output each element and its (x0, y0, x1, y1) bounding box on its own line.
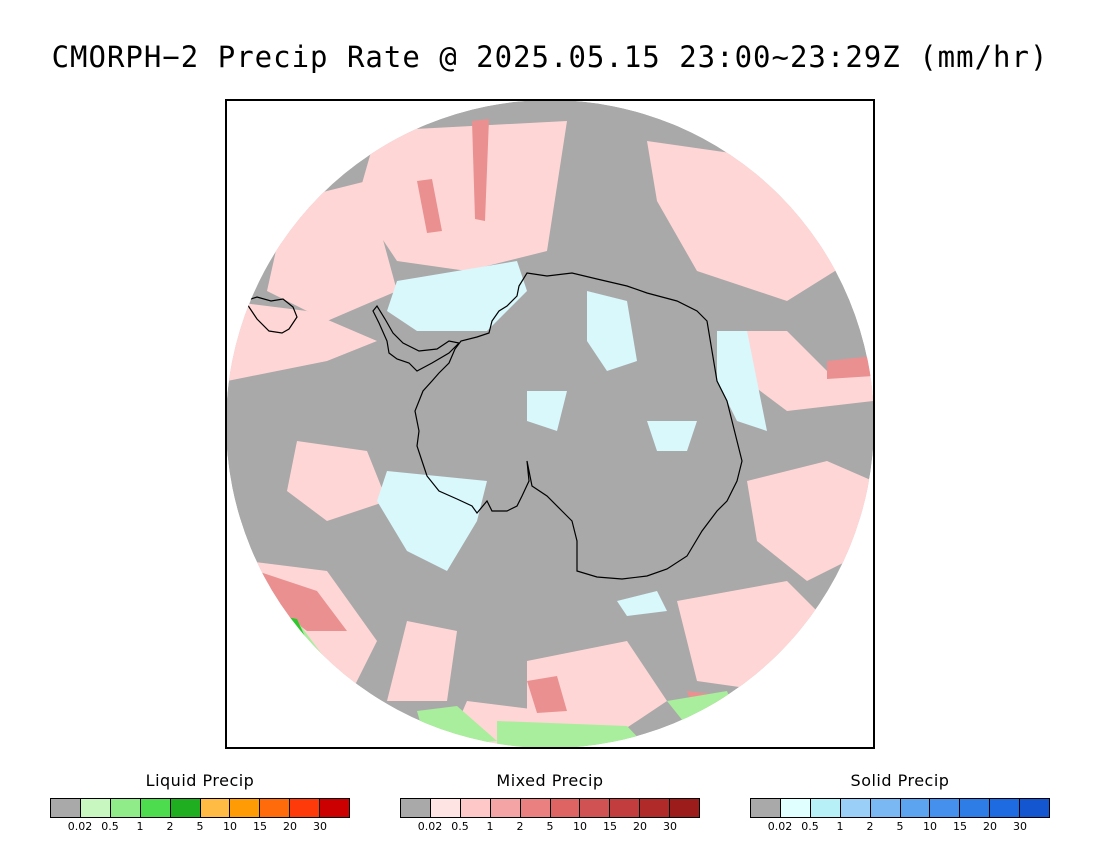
mixed-swatch-9 (670, 799, 700, 817)
solid-tick-label: 30 (1013, 820, 1027, 833)
liquid-tick-label: 20 (283, 820, 297, 833)
mixed-tick-label: 0.02 (417, 820, 443, 833)
liquid-precip-legend: Liquid Precip 0.02 0.5 1 2 5 10 15 20 30 (50, 770, 350, 834)
mixed-swatch-5 (550, 799, 581, 817)
liquid-swatch-3 (140, 799, 171, 817)
solid-swatch-1 (780, 799, 811, 817)
liquid-tick-label: 15 (253, 820, 267, 833)
mixed-tick-label: 30 (663, 820, 677, 833)
solid-tick-label: 15 (953, 820, 967, 833)
solid-swatch-6 (930, 799, 961, 817)
solid-tick-label: 10 (923, 820, 937, 833)
liquid-swatch-1 (80, 799, 111, 817)
mixed-tick-label: 1 (486, 820, 494, 833)
mixed-tick-labels: 0.02 0.5 1 2 5 10 15 20 30 (400, 818, 700, 834)
mixed-colorbar (400, 798, 700, 818)
liquid-tick-label: 2 (166, 820, 174, 833)
liquid-tick-label: 30 (313, 820, 327, 833)
liquid-tick-label: 0.02 (67, 820, 93, 833)
liquid-swatch-0 (51, 799, 81, 817)
solid-swatch-5 (900, 799, 931, 817)
mixed-swatch-4 (520, 799, 551, 817)
south-america-coastline (244, 296, 298, 334)
solid-swatch-7 (960, 799, 991, 817)
mixed-tick-label: 10 (573, 820, 587, 833)
solid-tick-label: 20 (983, 820, 997, 833)
mixed-precip-legend: Mixed Precip 0.02 0.5 1 2 5 10 15 20 30 (400, 770, 700, 834)
mixed-legend-title: Mixed Precip (496, 771, 604, 790)
liquid-tick-labels: 0.02 0.5 1 2 5 10 15 20 30 (50, 818, 350, 834)
mixed-tick-label: 5 (546, 820, 554, 833)
liquid-swatch-8 (290, 799, 321, 817)
liquid-swatch-7 (260, 799, 291, 817)
mixed-tick-label: 2 (516, 820, 524, 833)
precip-field (227, 101, 873, 747)
solid-tick-label: 0.5 (801, 820, 819, 833)
solid-swatch-0 (751, 799, 781, 817)
liquid-tick-label: 0.5 (101, 820, 119, 833)
mixed-tick-label: 20 (633, 820, 647, 833)
solid-swatch-4 (870, 799, 901, 817)
liquid-colorbar (50, 798, 350, 818)
mixed-swatch-6 (580, 799, 611, 817)
map-svg (227, 101, 873, 747)
solid-tick-label: 5 (896, 820, 904, 833)
solid-precip-legend: Solid Precip 0.02 0.5 1 2 5 10 15 20 30 (750, 770, 1050, 834)
mixed-tick-label: 15 (603, 820, 617, 833)
mixed-tick-label: 0.5 (451, 820, 469, 833)
solid-precip-areas (377, 261, 767, 616)
mixed-swatch-0 (401, 799, 431, 817)
liquid-tick-label: 10 (223, 820, 237, 833)
liquid-swatch-6 (230, 799, 261, 817)
mixed-swatch-1 (430, 799, 461, 817)
polar-map (225, 99, 875, 749)
antarctica-coastline (414, 272, 743, 580)
liquid-legend-title: Liquid Precip (145, 771, 255, 790)
solid-tick-label: 1 (836, 820, 844, 833)
mixed-swatch-3 (490, 799, 521, 817)
liquid-swatch-5 (200, 799, 231, 817)
solid-swatch-9 (1020, 799, 1050, 817)
liquid-tick-label: 1 (136, 820, 144, 833)
chart-title: CMORPH−2 Precip Rate @ 2025.05.15 23:00~… (51, 40, 1049, 74)
solid-swatch-3 (840, 799, 871, 817)
solid-legend-title: Solid Precip (850, 771, 950, 790)
liquid-swatch-4 (170, 799, 201, 817)
solid-tick-labels: 0.02 0.5 1 2 5 10 15 20 30 (750, 818, 1050, 834)
mixed-swatch-8 (640, 799, 671, 817)
solid-tick-label: 0.02 (767, 820, 793, 833)
solid-swatch-2 (810, 799, 841, 817)
antarctic-peninsula-coastline (372, 304, 461, 372)
mixed-swatch-2 (460, 799, 491, 817)
solid-colorbar (750, 798, 1050, 818)
solid-swatch-8 (990, 799, 1021, 817)
mixed-swatch-7 (610, 799, 641, 817)
liquid-tick-label: 5 (196, 820, 204, 833)
solid-tick-label: 2 (866, 820, 874, 833)
liquid-swatch-9 (320, 799, 350, 817)
liquid-swatch-2 (110, 799, 141, 817)
